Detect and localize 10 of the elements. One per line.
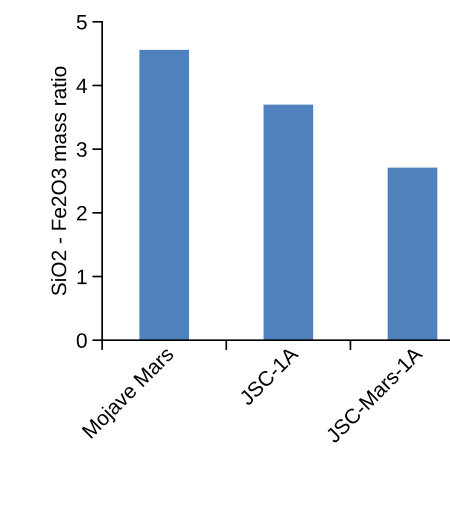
bar [139, 50, 190, 340]
y-tick-label: 4 [76, 78, 87, 94]
y-axis-title: SiO2 - Fe2O3 mass ratio [51, 66, 66, 296]
y-tick-label: 0 [76, 333, 87, 348]
bar [264, 104, 314, 340]
y-tick-label: 5 [76, 15, 87, 30]
y-tick-label: 3 [76, 142, 87, 157]
y-tick-label: 1 [78, 270, 87, 284]
bar [388, 168, 438, 340]
y-tick-label: 2 [77, 206, 87, 220]
